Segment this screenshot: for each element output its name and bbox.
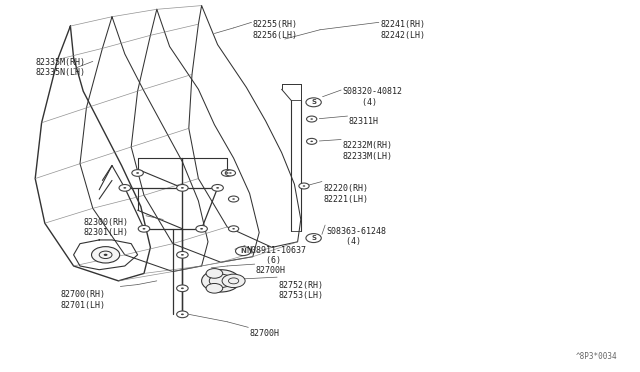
Circle shape — [222, 274, 245, 288]
Circle shape — [306, 234, 321, 243]
Text: 82752(RH)
82753(LH): 82752(RH) 82753(LH) — [278, 281, 323, 300]
Text: S: S — [311, 235, 316, 241]
Circle shape — [181, 288, 184, 289]
Text: 82255(RH)
82256(LH): 82255(RH) 82256(LH) — [253, 20, 298, 40]
Circle shape — [229, 172, 232, 174]
Circle shape — [206, 283, 223, 293]
Circle shape — [236, 247, 251, 256]
Circle shape — [310, 141, 313, 142]
Text: S: S — [311, 99, 316, 105]
Circle shape — [306, 98, 321, 107]
Text: 82300(RH)
82301(LH): 82300(RH) 82301(LH) — [83, 218, 128, 237]
Circle shape — [225, 170, 236, 176]
Circle shape — [92, 247, 120, 263]
Circle shape — [136, 172, 139, 174]
Circle shape — [104, 254, 108, 256]
Text: N: N — [240, 248, 246, 254]
Text: ^8P3*0034: ^8P3*0034 — [576, 352, 618, 361]
Circle shape — [132, 170, 143, 176]
Text: 82700(RH)
82701(LH): 82700(RH) 82701(LH) — [61, 290, 106, 310]
Circle shape — [181, 314, 184, 315]
Circle shape — [181, 187, 184, 189]
Text: 82220(RH)
82221(LH): 82220(RH) 82221(LH) — [323, 184, 368, 203]
Circle shape — [124, 187, 126, 189]
Text: S08320-40812
    (4): S08320-40812 (4) — [342, 87, 403, 107]
Text: N08911-10637
    (6): N08911-10637 (6) — [246, 246, 307, 265]
Circle shape — [221, 170, 233, 176]
Circle shape — [206, 269, 223, 278]
Circle shape — [181, 254, 184, 256]
Circle shape — [310, 118, 313, 120]
Text: 82700H: 82700H — [250, 329, 280, 338]
Circle shape — [177, 311, 188, 318]
Text: 82700H: 82700H — [256, 266, 286, 275]
Circle shape — [303, 185, 305, 187]
Circle shape — [177, 185, 188, 191]
Circle shape — [143, 228, 145, 230]
Text: 82311H: 82311H — [349, 117, 379, 126]
Circle shape — [196, 225, 207, 232]
Circle shape — [299, 183, 309, 189]
Circle shape — [202, 270, 240, 292]
Circle shape — [212, 185, 223, 191]
Circle shape — [119, 185, 131, 191]
Circle shape — [307, 138, 317, 144]
Circle shape — [177, 251, 188, 258]
Circle shape — [138, 225, 150, 232]
Circle shape — [307, 116, 317, 122]
Circle shape — [232, 198, 235, 200]
Text: 82241(RH)
82242(LH): 82241(RH) 82242(LH) — [381, 20, 426, 40]
Text: S08363-61248
    (4): S08363-61248 (4) — [326, 227, 387, 246]
Circle shape — [177, 285, 188, 292]
Circle shape — [228, 196, 239, 202]
Circle shape — [232, 228, 235, 230]
Circle shape — [226, 172, 228, 174]
Circle shape — [216, 187, 219, 189]
Circle shape — [200, 228, 203, 230]
Circle shape — [228, 226, 239, 232]
Text: 82232M(RH)
82233M(LH): 82232M(RH) 82233M(LH) — [342, 141, 392, 161]
Text: 82335M(RH)
82335N(LH): 82335M(RH) 82335N(LH) — [35, 58, 85, 77]
